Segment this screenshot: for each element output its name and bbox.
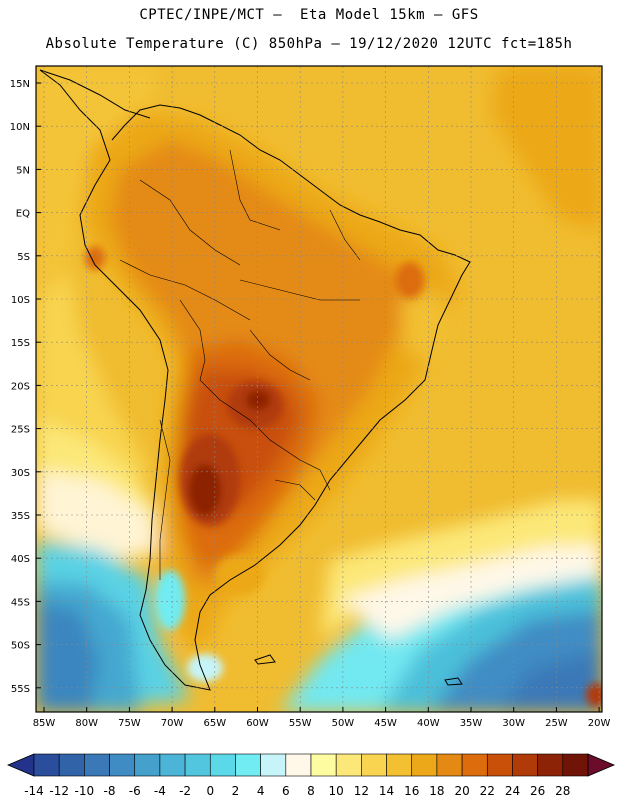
lat-tick-label: 5N [16, 165, 30, 176]
colorbar-label: 10 [329, 784, 344, 798]
colorbar-label: 16 [404, 784, 419, 798]
colorbar-swatch [361, 753, 387, 777]
colorbar-label: -14 [24, 784, 44, 798]
map-frame [35, 65, 603, 713]
lon-tick-label: 35W [460, 718, 483, 729]
lon-tick-label: 40W [417, 718, 440, 729]
lat-tick-label: 40S [11, 554, 30, 565]
colorbar-label: 2 [232, 784, 240, 798]
lon-tick-label: 50W [332, 718, 355, 729]
lat-tick-label: EQ [16, 209, 30, 220]
colorbar-label: -8 [104, 784, 116, 798]
lat-tick-label: 35S [11, 511, 30, 522]
colorbar-label: -12 [49, 784, 69, 798]
colorbar-label: 8 [307, 784, 315, 798]
colorbar-label: -4 [154, 784, 166, 798]
lat-tick-label: 15N [10, 79, 30, 90]
colorbar-swatch [209, 753, 236, 777]
colorbar-swatch [386, 753, 413, 777]
latitude-axis: 15N 10N 5N EQ 5S 10S 15S 20S 25S 30S 35S 40S 45S 50S 5… [10, 79, 41, 695]
colorbar-label: -2 [179, 784, 191, 798]
lat-tick-label: 10N [10, 122, 30, 133]
lon-tick-label: 45W [374, 718, 397, 729]
colorbar-swatch [335, 753, 362, 777]
colorbar-label: 14 [379, 784, 394, 798]
colorbar: -14 -12 -10 -8 -6 -4 -2 0 2 4 6 8 10 12 14 16 18 20 22 24 26… [6, 753, 616, 798]
colorbar-swatch [184, 753, 211, 777]
colorbar-swatch [33, 753, 60, 777]
colorbar-swatch [84, 753, 110, 777]
lat-tick-label: 30S [11, 468, 30, 479]
longitude-axis: 85W 80W 75W 70W 65W 60W 55W 50W 45W 40W 35W 30W 25W 2… [33, 707, 611, 729]
colorbar-label: -6 [129, 784, 141, 798]
lat-tick-label: 15S [11, 338, 30, 349]
colorbar-swatch [512, 753, 538, 777]
colorbar-swatch [235, 753, 261, 777]
temperature-field [36, 66, 602, 712]
colorbar-swatch [537, 753, 564, 777]
colorbar-label: 26 [530, 784, 545, 798]
colorbar-label: 0 [206, 784, 214, 798]
colorbar-swatch [285, 753, 312, 777]
lon-tick-label: 80W [75, 718, 98, 729]
lon-tick-label: 65W [203, 718, 226, 729]
colorbar-swatch [461, 753, 488, 777]
colorbar-under-arrow [6, 753, 35, 777]
colorbar-swatch [486, 753, 513, 777]
lon-tick-label: 70W [161, 718, 184, 729]
colorbar-label: -10 [75, 784, 95, 798]
colorbar-swatch [260, 753, 287, 777]
colorbar-swatch [411, 753, 438, 777]
colorbar-label: 6 [282, 784, 290, 798]
lon-tick-label: 55W [289, 718, 312, 729]
graticule [36, 66, 602, 712]
lon-tick-label: 25W [545, 718, 568, 729]
coastline [39, 69, 471, 691]
title-variable: Absolute Temperature (C) 850hPa – 19/12/… [45, 36, 573, 52]
colorbar-label: 18 [429, 784, 444, 798]
colorbar-label: 28 [555, 784, 570, 798]
lat-tick-label: 55S [11, 684, 30, 695]
lat-tick-label: 25S [11, 425, 30, 436]
colorbar-over-arrow [587, 753, 616, 777]
lon-tick-label: 75W [118, 718, 141, 729]
lon-tick-label: 20W [588, 718, 611, 729]
lat-tick-label: 45S [11, 597, 30, 608]
title-model: CPTEC/INPE/MCT – Eta Model 15km – GFS [139, 7, 479, 23]
lat-tick-label: 5S [17, 252, 30, 263]
colorbar-label: 4 [257, 784, 265, 798]
colorbar-swatch [134, 753, 161, 777]
lon-tick-label: 30W [502, 718, 525, 729]
colorbar-swatch [58, 753, 85, 777]
colorbar-label: 24 [505, 784, 520, 798]
country-borders [119, 149, 361, 580]
colorbar-swatch [109, 753, 136, 777]
colorbar-label: 12 [354, 784, 369, 798]
lat-tick-label: 50S [11, 641, 30, 652]
colorbar-swatch [310, 753, 337, 777]
colorbar-label: 22 [480, 784, 495, 798]
lon-tick-label: 60W [246, 718, 269, 729]
lat-tick-label: 20S [11, 381, 30, 392]
lon-tick-label: 85W [33, 718, 56, 729]
colorbar-swatch [436, 753, 463, 777]
colorbar-label: 20 [454, 784, 469, 798]
colorbar-swatch [159, 753, 186, 777]
colorbar-swatch [562, 753, 589, 777]
lat-tick-label: 10S [11, 295, 30, 306]
